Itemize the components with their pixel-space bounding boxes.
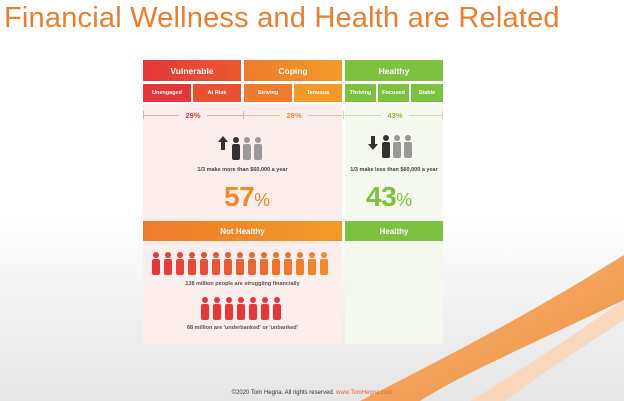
left-big-unit: %	[254, 190, 270, 210]
person-icon	[284, 252, 292, 275]
sub-focused-label: Focused	[382, 90, 405, 96]
person-icon	[272, 252, 280, 275]
person-icon	[212, 252, 220, 275]
struggling-caption: 138 million people are struggling financ…	[185, 281, 300, 287]
bracket-right-edge	[442, 111, 443, 119]
copyright-text: ©2020 Tom Hegna. All rights reserved.	[231, 390, 335, 396]
sub-striving: Striving	[244, 84, 292, 102]
person-icon	[152, 252, 160, 275]
arrow-up-icon	[218, 136, 228, 150]
bracket-mid-1	[243, 111, 244, 119]
not-healthy-band: Not Healthy	[143, 221, 342, 241]
bracket-line-healthy-right	[409, 115, 443, 116]
header-coping: Coping	[244, 60, 342, 81]
pct-vulnerable: 29%	[185, 110, 201, 120]
healthy-band-label: Healthy	[379, 226, 409, 236]
person-icon	[237, 297, 245, 320]
person-icon	[201, 297, 209, 320]
sub-stable: Stable	[411, 84, 443, 102]
underbanked-people-row	[201, 297, 281, 320]
header-healthy: Healthy	[345, 60, 443, 81]
person-icon	[296, 252, 304, 275]
sub-at-risk: At Risk	[193, 84, 241, 102]
person-icon	[260, 252, 268, 275]
underbanked-caption: 68 million are 'underbanked' or 'unbanke…	[187, 325, 298, 331]
person-icon	[320, 252, 328, 275]
person-icon	[261, 297, 269, 320]
person-icon	[164, 252, 172, 275]
bracket-line-vulnerable-right	[207, 115, 243, 116]
person-icon	[225, 297, 233, 320]
copyright-url[interactable]: www.TomHegna.com	[336, 390, 393, 396]
sub-tenuous-label: Tenuous	[306, 90, 330, 96]
header-coping-label: Coping	[278, 65, 308, 76]
bracket-line-healthy-left	[345, 115, 381, 116]
right-big-number: 43	[366, 181, 397, 212]
bracket-line-vulnerable-left	[143, 115, 179, 116]
people-group-right	[368, 135, 412, 158]
sub-at-risk-label: At Risk	[207, 90, 227, 96]
header-vulnerable-label: Vulnerable	[170, 65, 214, 76]
sub-striving-label: Striving	[257, 90, 279, 96]
person-icon	[248, 252, 256, 275]
sub-stable-label: Stable	[418, 90, 436, 96]
person-icon	[236, 252, 244, 275]
sub-focused: Focused	[378, 84, 409, 102]
arrow-down-icon	[368, 136, 378, 150]
person-icon	[232, 137, 240, 160]
person-icon	[213, 297, 221, 320]
bracket-line-coping-left	[244, 115, 280, 116]
pct-coping: 28%	[286, 110, 302, 120]
bracket-line-coping-right	[308, 115, 342, 116]
person-icon	[382, 135, 390, 158]
person-icon	[273, 297, 281, 320]
person-icon	[200, 252, 208, 275]
bracket-mid-2	[343, 111, 344, 119]
sub-unengaged: Unengaged	[143, 84, 191, 102]
right-income-caption: 1/3 make less than $60,000 a year	[350, 167, 438, 173]
copyright-footer: ©2020 Tom Hegna. All rights reserved. ww…	[0, 390, 624, 396]
person-icon	[176, 252, 184, 275]
header-vulnerable: Vulnerable	[143, 60, 241, 81]
slide-title: Financial Wellness and Health are Relate…	[4, 2, 560, 34]
person-icon	[404, 135, 412, 158]
right-big-percent: 43%	[366, 181, 412, 213]
person-icon	[393, 135, 401, 158]
person-icon	[188, 252, 196, 275]
person-icon	[224, 252, 232, 275]
person-icon	[249, 297, 257, 320]
left-income-caption: 1/3 make more than $60,000 a year	[197, 167, 288, 173]
not-healthy-label: Not Healthy	[220, 226, 265, 236]
person-icon	[254, 137, 262, 160]
people-group-left	[218, 136, 262, 160]
sub-tenuous: Tenuous	[294, 84, 342, 102]
sub-thriving-label: Thriving	[349, 90, 372, 96]
person-icon	[308, 252, 316, 275]
healthy-band: Healthy	[345, 221, 443, 241]
struggling-people-row	[152, 252, 328, 275]
left-big-percent: 57%	[224, 181, 270, 213]
right-big-unit: %	[396, 190, 412, 210]
person-icon	[243, 137, 251, 160]
pct-healthy: 43%	[387, 110, 403, 120]
sub-unengaged-label: Unengaged	[152, 90, 182, 96]
left-big-number: 57	[224, 181, 255, 212]
sub-thriving: Thriving	[345, 84, 376, 102]
header-healthy-label: Healthy	[378, 65, 410, 76]
